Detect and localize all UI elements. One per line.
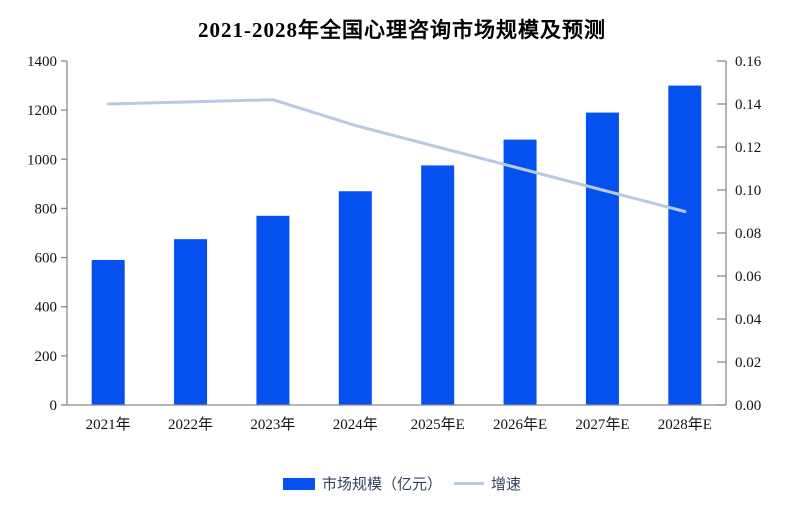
- line-series-swatch-icon: [454, 482, 484, 485]
- legend: 市场规模（亿元） 增速: [0, 473, 804, 494]
- right-axis-tick-label: 0.16: [735, 54, 762, 70]
- x-axis-category-label: 2027年E: [575, 416, 629, 433]
- left-axis-tick-label: 800: [35, 201, 58, 217]
- left-axis-tick-label: 200: [35, 349, 58, 365]
- x-axis-category-label: 2025年E: [411, 416, 465, 433]
- right-axis-tick-label: 0.10: [735, 183, 761, 199]
- right-axis-tick-label: 0.06: [735, 269, 762, 285]
- bar: [256, 215, 290, 405]
- right-axis-tick-label: 0.02: [735, 355, 761, 371]
- left-axis-tick-label: 1400: [27, 54, 57, 70]
- bar: [421, 165, 455, 405]
- chart-title: 2021-2028年全国心理咨询市场规模及预测: [198, 18, 606, 42]
- x-axis-category-label: 2024年: [333, 416, 378, 433]
- bar: [585, 112, 619, 405]
- x-axis-category-label: 2021年: [86, 416, 131, 433]
- left-axis-tick-label: 600: [35, 251, 58, 267]
- x-axis-category-label: 2022年: [168, 416, 213, 433]
- bar-series-swatch-icon: [282, 477, 315, 490]
- left-axis-tick-label: 1200: [27, 103, 57, 119]
- bar: [668, 85, 702, 406]
- left-axis-tick-label: 0: [50, 398, 58, 414]
- bar: [91, 260, 125, 405]
- x-axis-category-label: 2026年E: [493, 416, 547, 433]
- x-axis-category-label: 2028年E: [658, 416, 712, 433]
- bar: [338, 191, 372, 405]
- right-axis-tick-label: 0.08: [735, 226, 761, 242]
- left-axis-tick-label: 400: [35, 300, 58, 316]
- right-axis-tick-label: 0.12: [735, 140, 761, 156]
- bar: [174, 239, 208, 405]
- growth-line: [106, 98, 687, 213]
- line-series-legend-label: 增速: [491, 477, 522, 493]
- bar: [503, 139, 537, 405]
- x-axis-category-label: 2023年: [250, 416, 295, 433]
- right-axis-tick-label: 0.04: [735, 312, 762, 328]
- bar-series-legend-label: 市场规模（亿元）: [321, 477, 442, 493]
- right-axis-tick-label: 0.14: [735, 97, 762, 113]
- right-axis-tick-label: 0.00: [735, 398, 761, 414]
- left-axis-tick-label: 1000: [27, 152, 57, 168]
